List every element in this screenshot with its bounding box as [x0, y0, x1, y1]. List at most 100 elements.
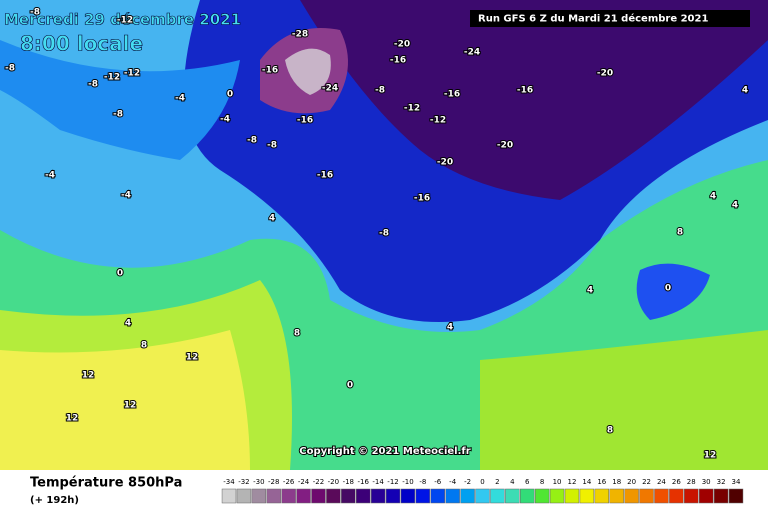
contour-label: -16 [297, 116, 313, 126]
contour-label: 4 [587, 286, 593, 296]
legend-swatch [236, 488, 252, 504]
legend-label: 20 [627, 478, 636, 486]
legend-label: -18 [343, 478, 354, 486]
contour-label: -20 [497, 141, 513, 151]
legend-label: -10 [402, 478, 413, 486]
contour-label: -16 [262, 66, 278, 76]
warm-region-east [480, 330, 768, 470]
legend-label: 16 [597, 478, 606, 486]
legend-label: 28 [687, 478, 696, 486]
contour-label: -4 [45, 171, 55, 181]
legend-swatch [370, 488, 386, 504]
contour-label: 12 [124, 401, 137, 411]
legend-swatch [266, 488, 281, 504]
legend-label: 0 [480, 478, 484, 486]
legend-label: 10 [553, 478, 562, 486]
cold-pocket-east [636, 263, 710, 320]
legend-swatch [505, 488, 520, 504]
legend-label: -32 [238, 478, 249, 486]
contour-label: -12 [124, 69, 140, 79]
contour-label: 0 [227, 90, 233, 100]
contour-label: 8 [677, 228, 683, 238]
legend-label: 30 [702, 478, 711, 486]
legend-swatch [445, 488, 460, 504]
contour-label: -12 [430, 116, 446, 126]
legend-swatch [669, 488, 684, 504]
very-cold-region [300, 0, 768, 200]
contour-label: -8 [5, 64, 15, 74]
legend-label: -2 [464, 478, 471, 486]
legend-swatch [624, 488, 639, 504]
contour-label: -8 [247, 136, 257, 146]
legend-swatch [684, 488, 699, 504]
legend-label: -22 [313, 478, 324, 486]
legend-label: -12 [387, 478, 398, 486]
legend-swatch [549, 488, 565, 504]
contour-label: -8 [375, 86, 385, 96]
legend-label: -26 [283, 478, 295, 486]
legend-swatch [654, 488, 669, 504]
contour-label: 12 [82, 371, 95, 381]
legend-swatch [311, 488, 326, 504]
legend-swatch [728, 488, 744, 504]
contour-label: -16 [390, 56, 406, 66]
copyright: Copyright © 2021 Meteociel.fr [299, 446, 470, 457]
legend-label: -16 [357, 478, 369, 486]
legend-label: 18 [612, 478, 621, 486]
contour-label: -8 [30, 8, 40, 18]
legend-swatch [475, 488, 490, 504]
legend-swatch [221, 488, 237, 504]
legend-label: -34 [223, 478, 235, 486]
contour-label: -8 [379, 229, 389, 239]
legend-label: 34 [732, 478, 741, 486]
contour-label: 4 [125, 319, 131, 329]
legend-label: 2 [495, 478, 499, 486]
date: Mercredi 29 décembre 2021 [4, 11, 241, 29]
legend-swatch [281, 488, 296, 504]
contour-label: -24 [322, 84, 338, 94]
legend-label: 22 [642, 478, 651, 486]
legend-label: -24 [298, 478, 310, 486]
legend-label: 32 [717, 478, 726, 486]
legend-label: -14 [372, 478, 384, 486]
legend-label: -20 [328, 478, 339, 486]
contour-label: 4 [447, 323, 453, 333]
legend-label: 6 [525, 478, 530, 486]
legend-swatch [639, 488, 654, 504]
contour-label: -20 [437, 158, 453, 168]
legend-swatch [356, 488, 371, 504]
legend-label: -30 [253, 478, 264, 486]
contour-label: -4 [220, 115, 230, 125]
legend-swatch [713, 488, 729, 504]
legend-label: -8 [419, 478, 426, 486]
contour-label: -8 [113, 110, 123, 120]
contour-label: 12 [66, 414, 79, 424]
contour-label: 0 [117, 269, 123, 279]
contour-label: -16 [444, 90, 460, 100]
legend-label: 26 [672, 478, 681, 486]
warmest-region [0, 330, 250, 470]
contour-label: -8 [267, 141, 277, 151]
contour-label: -16 [517, 86, 533, 96]
legend-swatch [251, 488, 267, 504]
legend-label: 24 [657, 478, 666, 486]
contour-label: -8 [88, 80, 98, 90]
arctic-core [285, 48, 331, 95]
run-info: Run GFS 6 Z du Mardi 21 décembre 2021 [478, 13, 708, 25]
legend-swatch [460, 488, 475, 504]
contour-label: 8 [607, 426, 613, 436]
contour-label: 0 [347, 381, 353, 391]
contour-label: 0 [665, 284, 671, 294]
legend-label: -4 [449, 478, 457, 486]
footer-lead: (+ 192h) [30, 495, 79, 506]
legend-swatch [296, 488, 311, 504]
contour-label: -28 [292, 30, 308, 40]
contour-label: -24 [464, 48, 480, 58]
contour-label: -4 [175, 94, 185, 104]
contour-label: -4 [121, 191, 131, 201]
legend-label: -6 [434, 478, 442, 486]
legend-swatch [385, 488, 401, 504]
legend-label: 8 [540, 478, 544, 486]
contour-label: 12 [186, 353, 199, 363]
